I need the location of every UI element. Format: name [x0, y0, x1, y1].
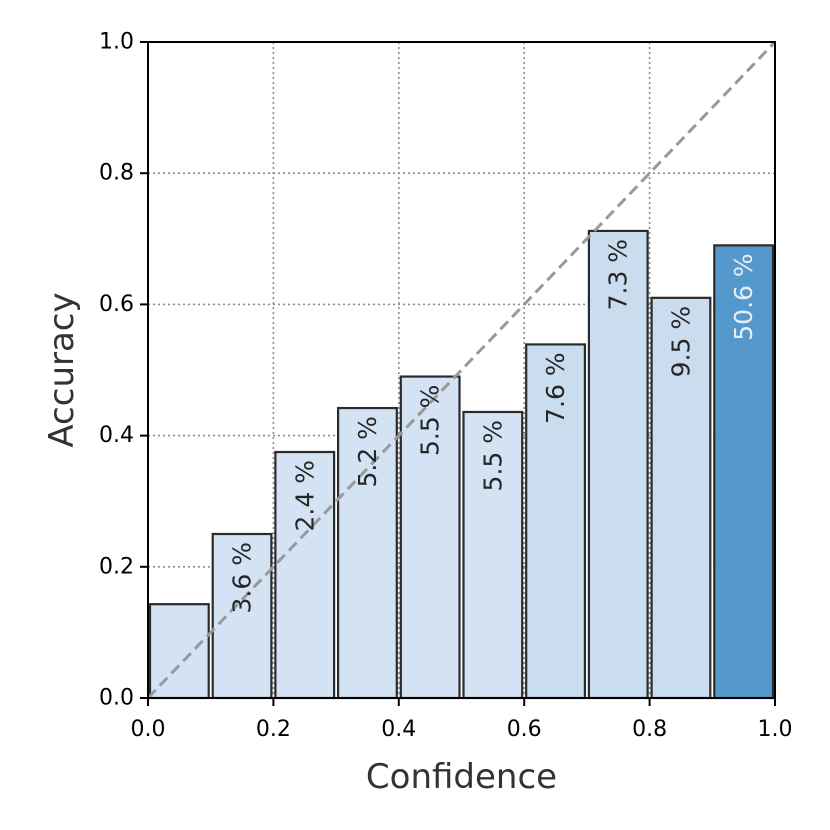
bar-0: [148, 603, 210, 700]
x-tick-label-2: 0.4: [381, 717, 416, 742]
bar-label-2: 2.4 %: [290, 460, 319, 531]
x-tick-label-5: 1.0: [758, 717, 793, 742]
bar-labels-group: 3.6 % 2.4 % 5.2 % 5.5 % 5.5 % 7.6 % 7.3 % 9.5 %…: [228, 239, 759, 614]
y-tick-label-1: 0.2: [99, 554, 134, 579]
bars-group: [148, 229, 775, 700]
x-axis-ticks: 0.0 0.2 0.4 0.6 0.8 1.0: [131, 698, 793, 742]
y-tick-label-0: 0.0: [99, 686, 134, 711]
y-axis-title: Accuracy: [42, 292, 82, 447]
bar-label-1: 3.6 %: [228, 542, 257, 613]
bar-1: [211, 532, 273, 700]
bar-3: [337, 406, 398, 700]
bar-label-8: 9.5 %: [666, 306, 695, 377]
bar-label-7: 7.3 %: [604, 239, 633, 310]
bar-5: [462, 410, 524, 700]
bar-6: [525, 343, 587, 700]
x-axis-title: Confidence: [366, 757, 557, 797]
y-axis-ticks: 0.0 0.2 0.4 0.6 0.8 1.0: [99, 30, 148, 711]
reference-diagonal: [146, 40, 777, 700]
y-tick-label-2: 0.4: [99, 423, 134, 448]
bar-label-5: 5.5 %: [478, 420, 507, 491]
x-tick-label-0: 0.0: [131, 717, 166, 742]
bar-4: [399, 375, 461, 700]
y-tick-label-4: 0.8: [99, 161, 134, 186]
bar-label-6: 7.6 %: [541, 352, 570, 423]
x-tick-label-3: 0.6: [507, 717, 542, 742]
x-tick-label-1: 0.2: [256, 717, 291, 742]
bar-7: [587, 229, 649, 700]
bar-2: [274, 450, 336, 700]
bar-label-9: 50.6 %: [729, 253, 758, 340]
bar-label-3: 5.2 %: [353, 416, 382, 487]
y-tick-label-3: 0.6: [99, 292, 134, 317]
plot-frame: [147, 41, 776, 699]
y-tick-label-5: 1.0: [99, 30, 134, 55]
bar-label-4: 5.5 %: [416, 385, 445, 456]
x-tick-label-4: 0.8: [632, 717, 667, 742]
reference-diagonal-group: [146, 40, 777, 700]
